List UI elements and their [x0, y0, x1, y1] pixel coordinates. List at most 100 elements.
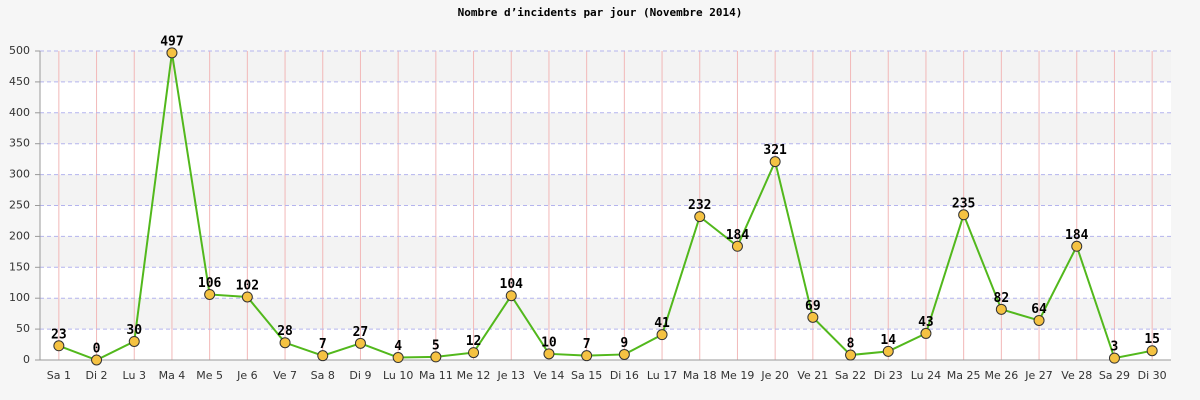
marker: [317, 350, 329, 362]
data-label: 3: [1111, 340, 1119, 355]
data-label: 9: [620, 336, 628, 351]
x-tick-label: Me 5: [196, 369, 223, 382]
marker: [392, 352, 404, 364]
data-label: 82: [994, 291, 1010, 306]
marker: [882, 345, 894, 357]
data-label: 4: [394, 339, 402, 354]
x-tick-label: Ve 28: [1061, 369, 1092, 382]
marker: [656, 329, 668, 341]
x-tick-label: Je 13: [496, 369, 525, 382]
x-tick-label: Ve 14: [533, 369, 564, 382]
x-tick-label: Sa 1: [47, 369, 71, 382]
data-label: 23: [51, 327, 67, 342]
marker: [128, 335, 140, 347]
y-tick-label: 150: [9, 260, 30, 273]
x-tick-label: Me 19: [721, 369, 755, 382]
marker: [769, 156, 781, 168]
band: [40, 112, 1171, 144]
x-tick-label: Ve 21: [797, 369, 828, 382]
x-tick-label: Ma 11: [419, 369, 453, 382]
marker: [958, 209, 970, 221]
x-tick-label: Ma 25: [947, 369, 981, 382]
data-label: 30: [126, 323, 142, 338]
data-label: 0: [93, 342, 101, 357]
data-label: 7: [319, 337, 327, 352]
marker: [731, 240, 743, 252]
marker: [53, 340, 65, 352]
x-tick-label: Lu 17: [647, 369, 677, 382]
data-label: 28: [277, 324, 293, 339]
y-tick-label: 100: [9, 291, 30, 304]
data-label: 235: [952, 196, 975, 211]
data-label: 7: [583, 337, 591, 352]
data-label: 12: [466, 334, 482, 349]
marker: [694, 211, 706, 223]
y-tick-label: 400: [9, 106, 30, 119]
marker: [91, 354, 103, 366]
y-tick-label: 200: [9, 229, 30, 242]
x-tick-label: Lu 24: [911, 369, 941, 382]
data-label: 43: [918, 315, 934, 330]
marker: [618, 348, 630, 360]
marker: [279, 337, 291, 349]
data-label: 41: [654, 316, 670, 331]
y-tick-label: 300: [9, 168, 30, 181]
marker: [1108, 352, 1120, 364]
marker: [543, 348, 555, 360]
marker: [505, 290, 517, 302]
marker: [430, 351, 442, 363]
data-label: 14: [880, 333, 896, 348]
data-label: 321: [763, 143, 787, 158]
marker: [204, 288, 216, 300]
x-tick-label: Sa 15: [571, 369, 602, 382]
marker: [845, 349, 857, 361]
line: [58, 52, 1153, 362]
x-tick-label: Je 6: [236, 369, 258, 382]
data-label: 184: [1065, 228, 1089, 243]
data-label: 10: [541, 335, 557, 350]
marker: [920, 327, 932, 339]
y-tick-label: 450: [9, 75, 30, 88]
x-tick-label: Di 23: [874, 369, 903, 382]
y-tick-label: 350: [9, 137, 30, 150]
data-label: 184: [726, 228, 750, 243]
data-label: 102: [236, 278, 259, 293]
data-label: 8: [847, 337, 855, 352]
y-tick-label: 0: [23, 353, 30, 366]
y-tick-label: 500: [9, 44, 30, 57]
x-tick-label: Ve 7: [273, 369, 297, 382]
band: [40, 298, 1171, 330]
x-tick-label: Lu 3: [123, 369, 146, 382]
x-tick-label: Me 12: [457, 369, 491, 382]
marker: [807, 311, 819, 323]
marker: [995, 303, 1007, 315]
x-tick-label: Sa 8: [311, 369, 335, 382]
marker: [1071, 240, 1083, 252]
marker: [468, 347, 480, 359]
data-label: 106: [198, 276, 222, 291]
data-label: 104: [500, 277, 524, 292]
chart-title: Nombre d’incidents par jour (Novembre 20…: [458, 6, 743, 19]
x-tick-label: Me 26: [984, 369, 1018, 382]
y-tick-label: 50: [16, 322, 30, 335]
marker: [166, 47, 178, 59]
x-tick-label: Di 9: [349, 369, 371, 382]
data-label: 69: [805, 299, 821, 314]
y-tick-label: 250: [9, 199, 30, 212]
data-label: 232: [688, 198, 711, 213]
marker: [581, 350, 593, 362]
x-tick-label: Sa 29: [1099, 369, 1130, 382]
x-tick-label: Di 30: [1138, 369, 1167, 382]
x-tick-label: Je 27: [1024, 369, 1053, 382]
band: [40, 174, 1171, 206]
marker: [241, 291, 253, 303]
x-tick-label: Ma 4: [159, 369, 186, 382]
data-label: 15: [1144, 332, 1160, 347]
data-label: 5: [432, 338, 440, 353]
x-tick-label: Di 16: [610, 369, 639, 382]
x-tick-label: Sa 22: [835, 369, 866, 382]
x-tick-label: Ma 18: [683, 369, 717, 382]
marker: [1146, 345, 1158, 357]
data-label: 497: [160, 34, 183, 49]
